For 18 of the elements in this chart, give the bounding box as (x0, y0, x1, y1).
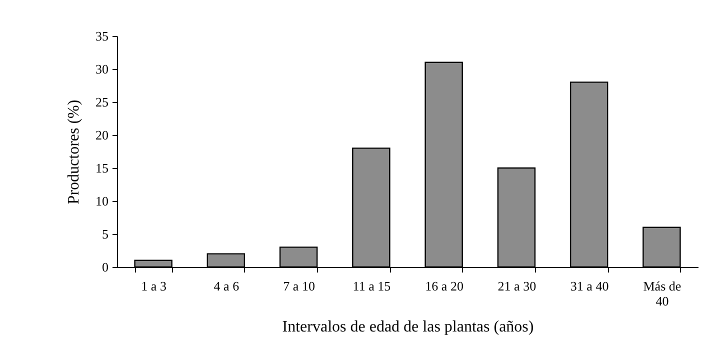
y-tick-label: 25 (96, 94, 108, 110)
x-tick-label: 21 a 30 (498, 278, 536, 294)
x-tick-label: 16 a 20 (425, 278, 464, 294)
y-tick-label: 35 (96, 28, 108, 44)
x-tick-label: 11 a 15 (352, 278, 391, 294)
x-tick-label: 1 a 3 (141, 278, 166, 294)
y-tick-label: 15 (96, 160, 108, 176)
y-axis-title: Productores (%) (66, 100, 82, 204)
y-tick-label: 10 (96, 194, 108, 208)
x-tick-label: 7 a 10 (283, 278, 315, 294)
x-tick-label: 31 a 40 (570, 278, 609, 294)
y-tick-label: 20 (96, 128, 108, 142)
y-tick-label: 5 (102, 226, 108, 242)
x-axis-title: Intervalos de edad de las plantas (años) (282, 318, 534, 336)
y-tick-label: 30 (96, 62, 108, 76)
x-tick-label: 4 a 6 (214, 278, 240, 294)
y-tick-label: 0 (102, 260, 108, 274)
x-tick-label: Más de 40 (643, 278, 682, 308)
